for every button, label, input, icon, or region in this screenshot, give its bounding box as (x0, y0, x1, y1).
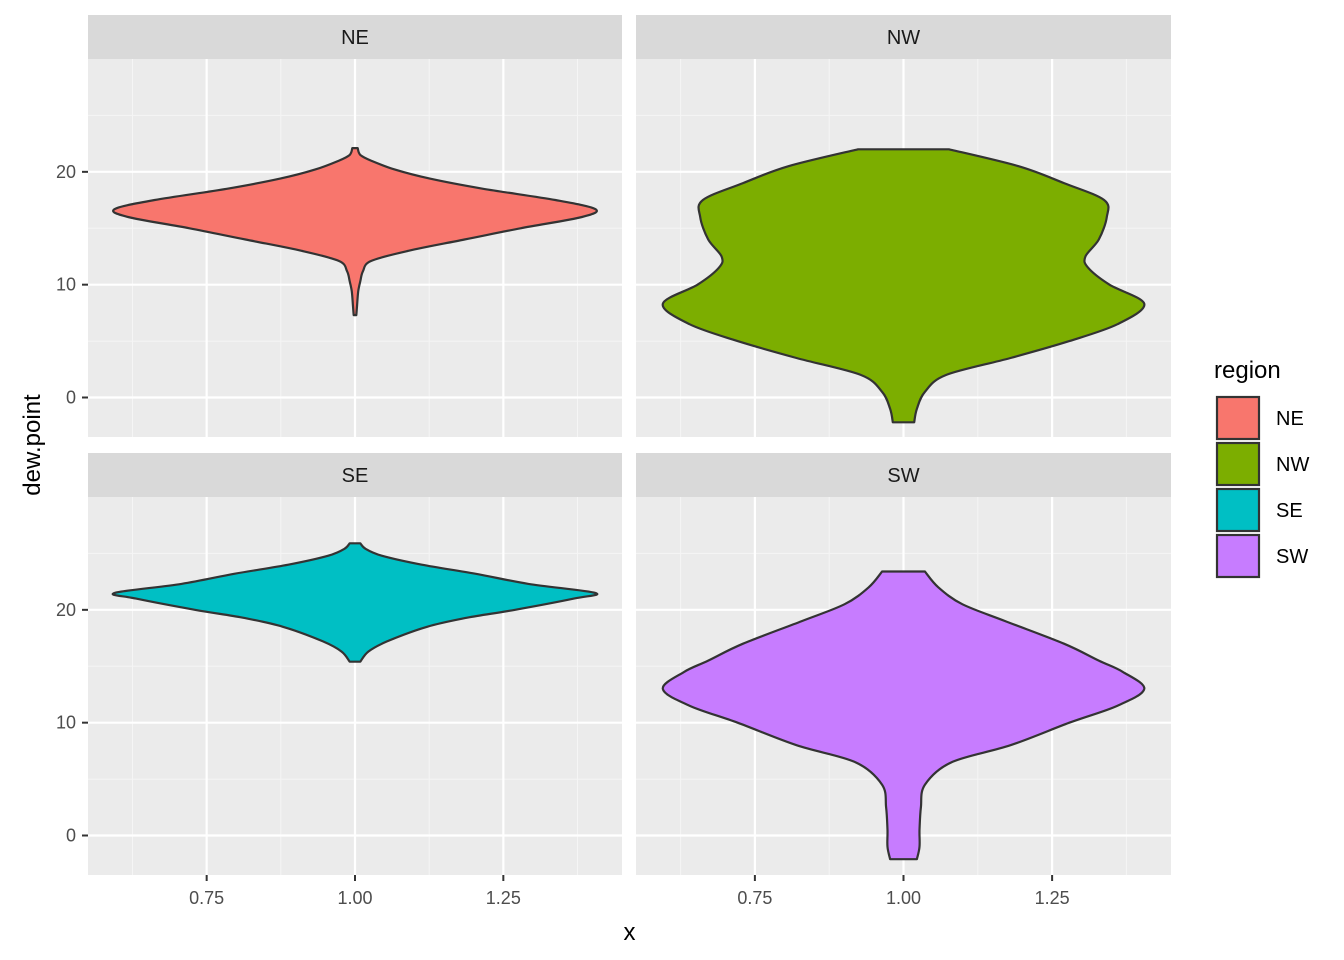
legend-key-nw (1215, 441, 1261, 487)
axes: 0 10 20 0 10 20 0.75 1.00 1.25 0.75 1.00 1.25 x dew.p… (19, 162, 1070, 946)
facet-strip-label: SE (342, 465, 369, 487)
violin-sw (661, 570, 1146, 861)
y-tick-label: 20 (56, 600, 76, 620)
x-tick-label: 1.25 (486, 888, 521, 908)
x-tick-label: 0.75 (737, 888, 772, 908)
facet-strip-label: SW (887, 465, 919, 487)
legend-key-ne (1215, 395, 1261, 441)
legend-label-nw: NW (1276, 454, 1309, 476)
facet-panels: NE NW SE SW (88, 15, 1171, 875)
y-tick-label: 0 (66, 388, 76, 408)
legend-key-se (1215, 487, 1261, 533)
legend-label-ne: NE (1276, 408, 1304, 430)
x-tick-label: 0.75 (189, 888, 224, 908)
y-axis-title: dew.point (19, 394, 46, 496)
facet-strip-label: NE (341, 27, 369, 49)
legend-label-sw: SW (1276, 546, 1308, 568)
x-tick-label: 1.00 (337, 888, 372, 908)
y-tick-label: 10 (56, 275, 76, 295)
x-axis-title: x (624, 919, 636, 946)
facet-panel-se: SE (88, 453, 622, 875)
facet-strip-label: NW (887, 27, 920, 49)
violin-ne (112, 147, 598, 317)
violin-se (111, 542, 599, 663)
y-tick-label: 20 (56, 162, 76, 182)
x-tick-label: 1.25 (1035, 888, 1070, 908)
legend-label-se: SE (1276, 500, 1303, 522)
facet-panel-sw: SW (636, 453, 1171, 875)
x-tick-label: 1.00 (886, 888, 921, 908)
facet-panel-nw: NW (636, 15, 1171, 437)
facet-strip (636, 15, 1171, 59)
facet-strip (636, 453, 1171, 497)
y-tick-label: 10 (56, 713, 76, 733)
violin-nw (661, 148, 1146, 424)
legend: region NE NW SE SW (1214, 357, 1309, 579)
legend-key-sw (1215, 533, 1261, 579)
facet-strip (88, 453, 622, 497)
y-tick-label: 0 (66, 826, 76, 846)
facet-strip (88, 15, 622, 59)
facet-panel-ne: NE (88, 15, 622, 437)
legend-title: region (1214, 357, 1281, 384)
